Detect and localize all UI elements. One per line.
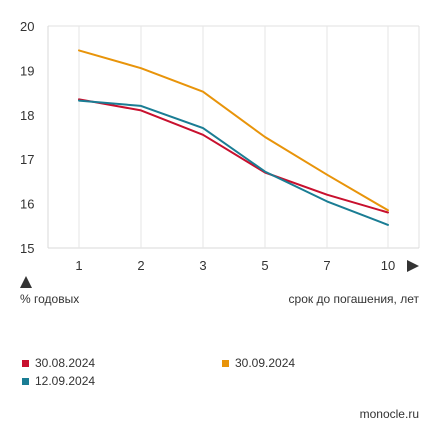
legend-swatch [222, 359, 229, 367]
y-axis-label: % годовых [20, 292, 80, 306]
legend-label: 12.09.2024 [35, 374, 96, 388]
x-tick-labels: 1 2 3 5 7 10 [75, 258, 395, 273]
y-tick-label: 15 [20, 241, 34, 256]
x-tick-label: 1 [75, 258, 82, 273]
line-chart: 15 16 17 18 19 20 1 2 3 5 7 10 [20, 19, 420, 288]
y-tick-label: 19 [20, 63, 34, 78]
legend-item-series-1: 30.08.2024 [22, 356, 95, 370]
y-tick-label: 20 [20, 19, 34, 34]
legend-swatch [22, 377, 29, 385]
legend-item-series-2: 12.09.2024 [22, 374, 95, 388]
y-tick-labels: 15 16 17 18 19 20 [20, 19, 34, 256]
x-tick-label: 2 [137, 258, 144, 273]
legend-swatch [22, 359, 29, 367]
y-tick-label: 17 [20, 152, 34, 167]
legend-label: 30.08.2024 [35, 356, 96, 370]
source-label: monocle.ru [359, 407, 419, 421]
x-axis-arrow-icon [407, 260, 419, 272]
x-tick-label: 3 [199, 258, 206, 273]
x-tick-label: 7 [323, 258, 330, 273]
y-tick-label: 18 [20, 108, 34, 123]
series-line-3 [78, 49, 389, 212]
x-tick-label: 10 [381, 258, 395, 273]
legend-item-series-3: 30.09.2024 [222, 356, 295, 370]
x-tick-label: 5 [261, 258, 268, 273]
x-axis-label: срок до погашения, лет [288, 292, 419, 306]
y-tick-label: 16 [20, 197, 34, 212]
series-line-1 [78, 98, 389, 214]
y-axis-arrow-icon [20, 276, 32, 288]
legend-label: 30.09.2024 [235, 356, 296, 370]
series-line-2 [78, 99, 389, 226]
series-lines [78, 49, 389, 226]
